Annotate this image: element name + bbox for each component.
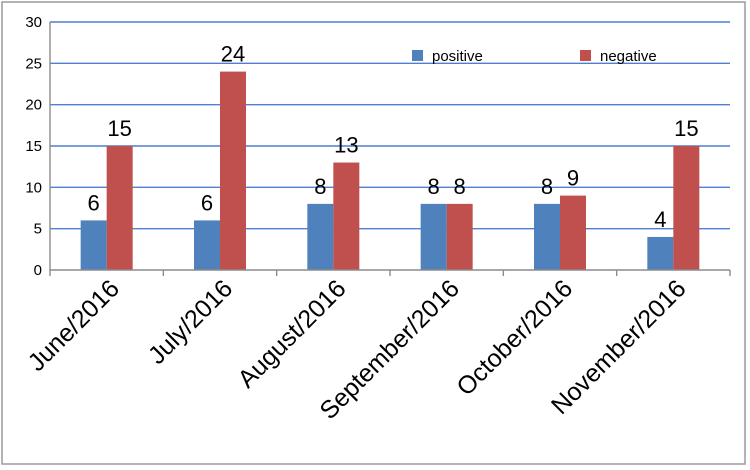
y-tick-label: 15	[25, 138, 42, 155]
legend-swatch-negative	[580, 50, 591, 61]
y-tick-label: 10	[25, 179, 42, 196]
data-label-positive: 6	[88, 190, 100, 215]
bar-positive	[80, 220, 107, 270]
bar-negative	[220, 71, 246, 270]
data-label-negative: 15	[107, 116, 131, 141]
legend-swatch-positive	[412, 50, 423, 61]
data-label-positive: 8	[314, 174, 326, 199]
legend-label-negative: negative	[600, 48, 657, 65]
bar-negative	[446, 203, 473, 270]
bar-negative	[560, 195, 586, 270]
legend-label-positive: positive	[432, 48, 483, 65]
bar-positive	[307, 203, 334, 270]
data-label-negative: 9	[567, 166, 579, 191]
bar-positive	[420, 203, 447, 270]
y-tick-label: 20	[25, 97, 42, 114]
bar-positive	[647, 236, 674, 270]
data-label-negative: 24	[221, 42, 245, 67]
y-tick-label: 25	[25, 55, 42, 72]
y-tick-label: 0	[34, 262, 42, 279]
data-label-negative: 15	[674, 116, 698, 141]
bar-positive	[534, 203, 560, 270]
data-label-positive: 4	[654, 207, 666, 232]
y-tick-label: 30	[25, 14, 42, 31]
data-label-negative: 8	[454, 174, 466, 199]
bar-negative	[673, 146, 700, 270]
bar-negative	[106, 146, 133, 270]
data-label-negative: 13	[334, 133, 358, 158]
bar-positive	[194, 220, 220, 270]
data-label-positive: 8	[428, 174, 440, 199]
data-label-positive: 8	[541, 174, 553, 199]
bars	[80, 71, 700, 270]
legend: positive negative	[412, 48, 657, 65]
y-tick-label: 5	[34, 221, 42, 238]
data-label-positive: 6	[201, 190, 213, 215]
bar-negative	[333, 162, 360, 270]
gridlines	[50, 21, 730, 230]
